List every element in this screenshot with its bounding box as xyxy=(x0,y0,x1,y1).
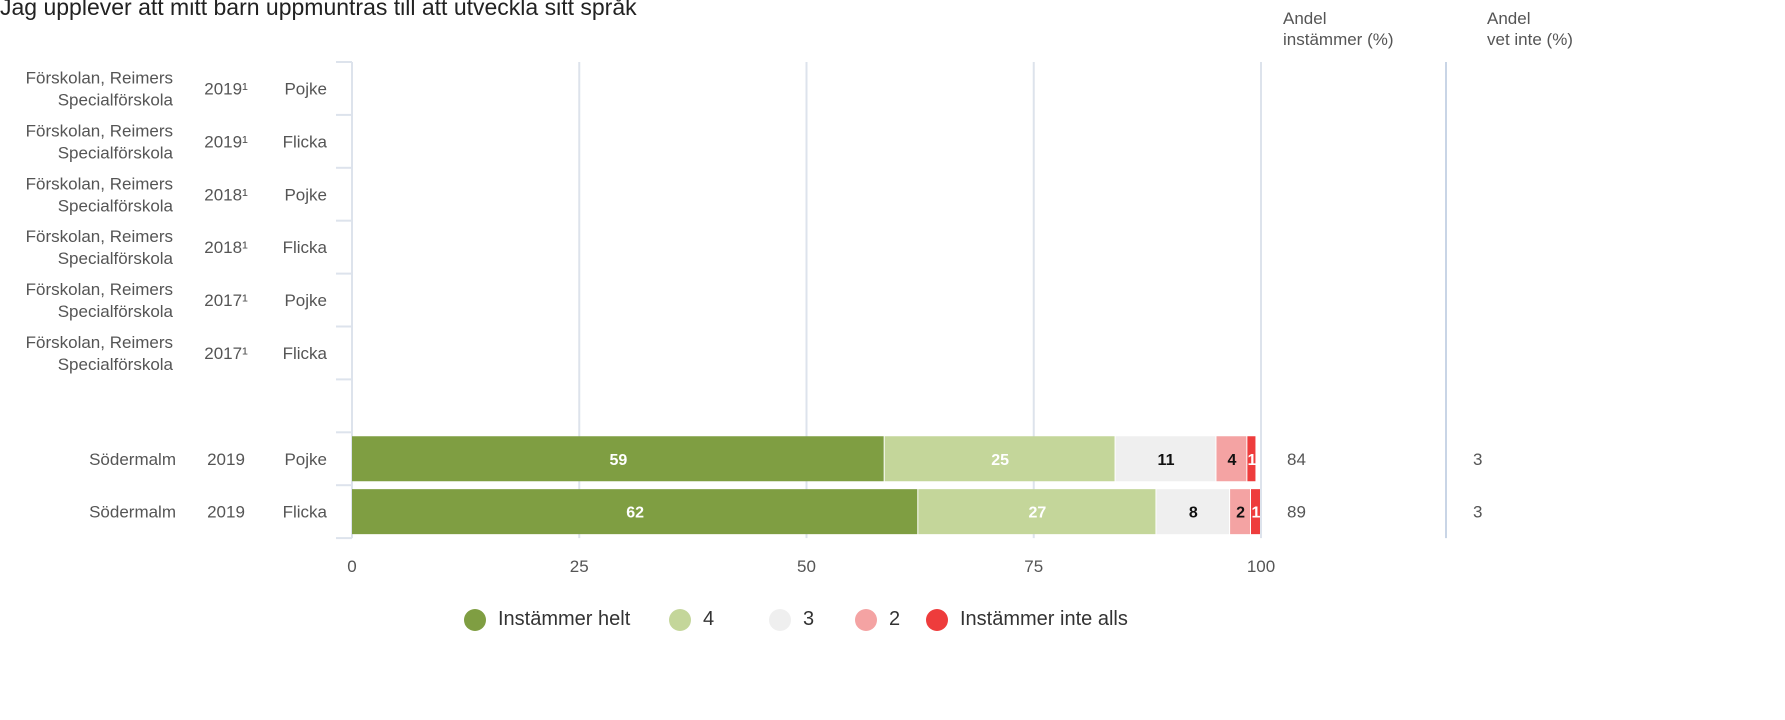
bar-segment xyxy=(352,436,884,482)
bar-data-label: 8 xyxy=(1189,505,1198,522)
x-tick-label: 25 xyxy=(570,557,589,576)
row-year-label: 2019¹ xyxy=(204,79,248,98)
row-year-label: 2017¹ xyxy=(204,344,248,363)
row-gender-label: Pojke xyxy=(284,450,327,469)
legend-swatch-icon xyxy=(669,608,691,631)
legend-item[interactable]: Instämmer helt xyxy=(464,608,630,631)
row-gender-label: Pojke xyxy=(284,79,327,98)
legend-item[interactable]: Instämmer inte alls xyxy=(926,608,1128,631)
x-tick-label: 75 xyxy=(1024,557,1043,576)
row-unit-label: Förskolan, Reimers xyxy=(26,280,173,299)
bar-data-label: 4 xyxy=(1227,452,1236,469)
stacked-bar-chart: 0 25 50 75 100 Förskolan, Reimers Specialförsk… xyxy=(26,61,1482,576)
dontknow-value: 3 xyxy=(1473,503,1482,522)
dontknow-header-line1: Andel xyxy=(1487,9,1531,28)
agree-header-line1: Andel xyxy=(1283,9,1327,28)
legend: Instämmer helt 4 3 2 Instämmer inte alls xyxy=(0,608,1310,638)
row-year-label: 2018¹ xyxy=(204,238,248,257)
legend-item[interactable]: 4 xyxy=(669,608,714,631)
row-unit-label: Förskolan, Reimers xyxy=(26,333,173,352)
bar-data-label: 1 xyxy=(1247,452,1256,469)
row-unit-label: Specialförskola xyxy=(58,355,174,374)
bar-segment xyxy=(1230,489,1251,535)
row-year-label: 2019 xyxy=(207,503,245,522)
chart-title: Jag upplever att mitt barn uppmuntras ti… xyxy=(0,0,637,20)
row-year-label: 2019¹ xyxy=(204,132,248,151)
bar-data-label: 27 xyxy=(1028,505,1046,522)
legend-swatch-icon xyxy=(769,608,791,631)
agree-value: 84 xyxy=(1287,450,1306,469)
agree-column-header: Andel instämmer (%) xyxy=(1283,8,1394,50)
bar-segment xyxy=(918,489,1156,535)
legend-swatch-icon xyxy=(926,608,948,631)
bar-data-label: 11 xyxy=(1158,452,1175,469)
legend-label: Instämmer helt xyxy=(498,608,631,630)
legend-swatch-icon xyxy=(464,608,486,631)
row-unit-label: Förskolan, Reimers xyxy=(26,174,173,193)
row-gender-label: Flicka xyxy=(283,344,328,363)
bar-segment xyxy=(1247,436,1256,482)
bar-segment xyxy=(1216,436,1247,482)
row-gender-label: Flicka xyxy=(283,503,328,522)
agree-value: 89 xyxy=(1287,503,1306,522)
legend-label: 4 xyxy=(703,608,715,630)
bar-data-label: 62 xyxy=(626,505,644,522)
bar-segment xyxy=(352,489,918,535)
row-unit-label: Förskolan, Reimers xyxy=(26,121,173,140)
row-gender-label: Flicka xyxy=(283,238,328,257)
row-unit-label: Förskolan, Reimers xyxy=(26,68,173,87)
legend-label: Instämmer inte alls xyxy=(960,608,1128,630)
row-gender-label: Flicka xyxy=(283,132,328,151)
dontknow-value: 3 xyxy=(1473,450,1482,469)
row-year-label: 2017¹ xyxy=(204,291,248,310)
row-gender-label: Pojke xyxy=(284,291,327,310)
row-unit-label: Södermalm xyxy=(89,450,176,469)
dontknow-header-line2: vet inte (%) xyxy=(1487,30,1573,49)
agree-header-line2: instämmer (%) xyxy=(1283,30,1394,49)
row-unit-label: Södermalm xyxy=(89,503,176,522)
x-tick-label: 100 xyxy=(1247,557,1275,576)
legend-item[interactable]: 3 xyxy=(769,608,814,631)
legend-swatch-icon xyxy=(855,608,877,631)
bar-data-label: 59 xyxy=(609,452,627,469)
bar-data-label: 1 xyxy=(1252,505,1261,522)
bar-data-label: 25 xyxy=(991,452,1009,469)
row-unit-label: Specialförskola xyxy=(58,249,174,268)
legend-label: 3 xyxy=(803,608,815,630)
row-unit-label: Specialförskola xyxy=(58,90,174,109)
legend-label: 2 xyxy=(889,608,901,630)
row-year-label: 2018¹ xyxy=(204,185,248,204)
bar-segment xyxy=(1115,436,1216,482)
row-unit-label: Specialförskola xyxy=(58,143,174,162)
row-gender-label: Pojke xyxy=(284,185,327,204)
bar-segment xyxy=(1156,489,1230,535)
bar-data-label: 2 xyxy=(1236,505,1245,522)
bar-segment xyxy=(884,436,1115,482)
row-unit-label: Förskolan, Reimers xyxy=(26,227,173,246)
x-tick-label: 50 xyxy=(797,557,816,576)
row-unit-label: Specialförskola xyxy=(58,196,174,215)
row-year-label: 2019 xyxy=(207,450,245,469)
legend-item[interactable]: 2 xyxy=(855,608,900,631)
row-unit-label: Specialförskola xyxy=(58,302,174,321)
bar-segment xyxy=(1251,489,1260,535)
x-tick-label: 0 xyxy=(347,557,356,576)
dontknow-column-header: Andel vet inte (%) xyxy=(1487,8,1573,50)
